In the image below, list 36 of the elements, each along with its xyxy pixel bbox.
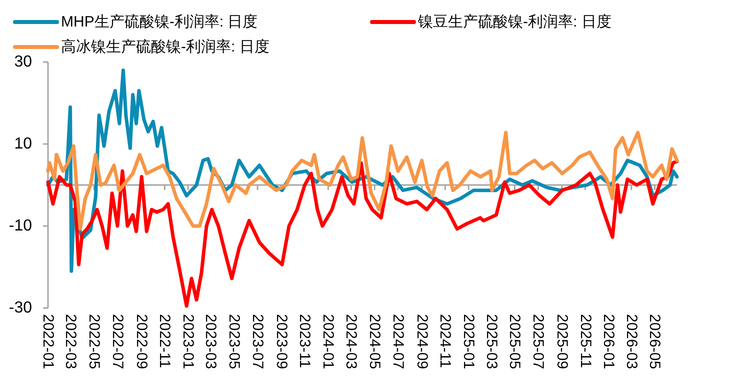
x-tick-label: 2023-09 [272,314,290,370]
x-tick-label: 2022-01 [40,314,56,370]
x-tick-label: 2026-01 [600,314,618,370]
x-tick-label: 2023-11 [296,314,314,368]
line-series [46,159,679,308]
x-tick-label: 2024-05 [366,314,384,370]
x-tick-label: 2025-07 [530,314,547,370]
x-tick-label: 2025-05 [506,314,524,370]
y-tick-label: 10 [14,136,32,152]
x-tick-label: 2024-01 [320,314,337,370]
x-tick-label: 2026-05 [646,314,664,370]
x-tick-label: 2025-03 [482,314,500,370]
y-tick-label: 30 [14,54,32,70]
x-tick-label: 2025-01 [460,314,478,370]
x-tick-label: 2022-05 [86,314,103,370]
x-tick-label: 2022-03 [62,314,80,370]
x-tick-label: 2023-01 [180,314,197,370]
legend-label: MHP生产硫酸镍-利润率: 日度 [61,14,258,30]
x-tick-label: 2025-09 [553,314,570,370]
x-tick-label: 2022-09 [132,314,150,370]
x-tick-label: 2023-03 [202,314,220,370]
x-tick-label: 2022-11 [156,314,174,368]
x-tick-label: 2024-07 [390,314,406,370]
x-tick-label: 2024-11 [436,314,454,368]
x-tick-label: 2023-07 [249,314,266,370]
y-tick-label: -10 [8,218,32,234]
legend-label: 高冰镍生产硫酸镍-利润率: 日度 [61,38,270,56]
x-tick-label: 2026-03 [622,314,640,370]
x-tick-label: 2024-03 [342,314,360,370]
y-tick-label: -30 [8,300,32,316]
x-tick-label: 2022-07 [108,314,126,370]
line-series [46,130,679,231]
x-tick-label: 2023-05 [226,314,243,370]
legend-label: 镍豆生产硫酸镍-利润率: 日度 [417,14,612,30]
x-tick-label: 2025-11 [576,314,594,368]
x-tick-label: 2024-09 [413,314,430,370]
